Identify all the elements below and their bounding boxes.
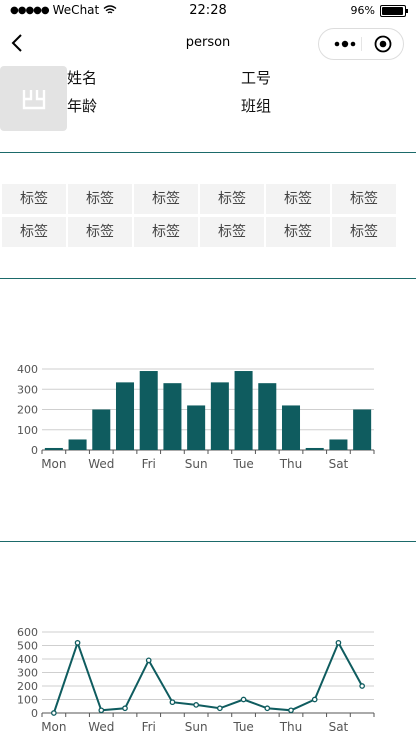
divider-1 (0, 152, 416, 153)
data-point (264, 705, 271, 712)
y-tick-label: 100 (17, 694, 38, 707)
data-point (288, 707, 294, 714)
battery-fill (382, 6, 404, 15)
name-label: 姓名 (67, 69, 98, 87)
data-point (122, 705, 128, 712)
x-tick-label: Wed (88, 457, 114, 471)
data-point (359, 683, 365, 689)
data-point (74, 639, 81, 646)
data-point (51, 710, 57, 716)
x-tick-label: Thu (279, 457, 303, 471)
bar (187, 405, 206, 450)
carrier-label: WeChat (52, 3, 100, 17)
tag-item[interactable]: 标签 (266, 184, 330, 214)
bar (329, 439, 348, 450)
status-left: ●●●●● WeChat (10, 3, 117, 17)
x-tick-label: Mon (41, 720, 66, 734)
bar-chart: 0 100 200 300 400 Mon Wed Fri Sun Tue Thu Sat (17, 363, 375, 471)
bar (92, 409, 111, 450)
wifi-icon (103, 5, 117, 14)
tag-item[interactable]: 标签 (68, 184, 132, 214)
x-tick-label: Fri (142, 457, 156, 471)
data-point (240, 696, 247, 703)
bar (234, 371, 253, 450)
divider-3 (0, 541, 416, 542)
y-tick-label: 0 (31, 444, 38, 457)
x-tick-label: Sun (185, 457, 208, 471)
tag-item[interactable]: 标签 (68, 217, 132, 247)
tag-item[interactable]: 标签 (266, 217, 330, 247)
tag-item[interactable]: 标签 (332, 217, 396, 247)
status-bar: ●●●●● WeChat 22:28 96% (0, 0, 416, 22)
more-dots-icon[interactable] (333, 40, 357, 48)
status-right: 96% (350, 4, 408, 17)
bar (353, 409, 372, 450)
signal-icon: ●●●●● (10, 4, 50, 16)
id-label: 工号 (241, 69, 272, 87)
battery-percent: 96% (350, 4, 375, 17)
series-line (52, 639, 364, 714)
x-tick-label: Wed (88, 720, 114, 734)
x-tick-label: Mon (41, 457, 66, 471)
tag-item[interactable]: 标签 (134, 217, 198, 247)
bar (210, 382, 229, 450)
avatar[interactable] (0, 66, 67, 131)
bar-chart-container: 0 100 200 300 400 Mon Wed Fri Sun Tue Thu Sat (0, 355, 416, 475)
tag-item[interactable]: 标签 (2, 184, 66, 214)
data-point (169, 699, 176, 706)
data-point (335, 639, 342, 646)
data-point (98, 707, 105, 714)
bar (44, 447, 63, 450)
y-tick-label: 400 (17, 653, 38, 666)
x-tick-label: Sat (329, 457, 349, 471)
divider-2 (0, 278, 416, 279)
data-point (145, 657, 152, 664)
bar (258, 383, 277, 450)
bar (163, 383, 182, 450)
y-tick-label: 0 (31, 707, 38, 720)
x-tick-label: Fri (142, 720, 156, 734)
bar (281, 405, 301, 450)
tag-item[interactable]: 标签 (200, 217, 264, 247)
y-tick-label: 200 (17, 680, 38, 693)
battery-icon (380, 4, 408, 17)
y-tick-label: 600 (17, 626, 38, 639)
capsule-menu (318, 28, 404, 60)
x-tick-label: Sat (329, 720, 349, 734)
data-point (311, 696, 318, 703)
y-tick-label: 300 (17, 383, 38, 396)
chevron-left-icon[interactable] (8, 32, 28, 54)
status-time: 22:28 (189, 3, 227, 18)
data-point (193, 702, 199, 708)
y-tick-label: 400 (17, 363, 38, 376)
line-chart-container: 0 100 200 300 400 500 600 Mon Wed Fri Sun Tue Thu Sat (0, 618, 416, 737)
capsule-divider (361, 37, 362, 51)
x-tick-label: Tue (232, 720, 254, 734)
bar (305, 447, 324, 450)
target-close-icon[interactable] (374, 35, 392, 53)
y-tick-label: 300 (17, 667, 38, 680)
tag-item[interactable]: 标签 (200, 184, 264, 214)
x-tick-label: Tue (232, 457, 254, 471)
x-tick-label: Thu (279, 720, 303, 734)
bar (68, 439, 87, 450)
y-tick-label: 200 (17, 404, 38, 417)
bar (139, 371, 158, 450)
data-point (217, 705, 223, 712)
nav-bar: person (0, 24, 416, 62)
y-tick-label: 500 (17, 640, 38, 653)
image-placeholder-icon (22, 89, 45, 109)
team-label: 班组 (241, 97, 272, 115)
tag-item[interactable]: 标签 (134, 184, 198, 214)
page-title: person (185, 35, 231, 50)
y-tick-label: 100 (17, 424, 38, 437)
tag-item[interactable]: 标签 (2, 217, 66, 247)
tag-item[interactable]: 标签 (332, 184, 396, 214)
battery-tip (406, 8, 408, 13)
age-label: 年龄 (67, 97, 98, 115)
x-tick-label: Sun (185, 720, 208, 734)
bar (115, 382, 135, 450)
